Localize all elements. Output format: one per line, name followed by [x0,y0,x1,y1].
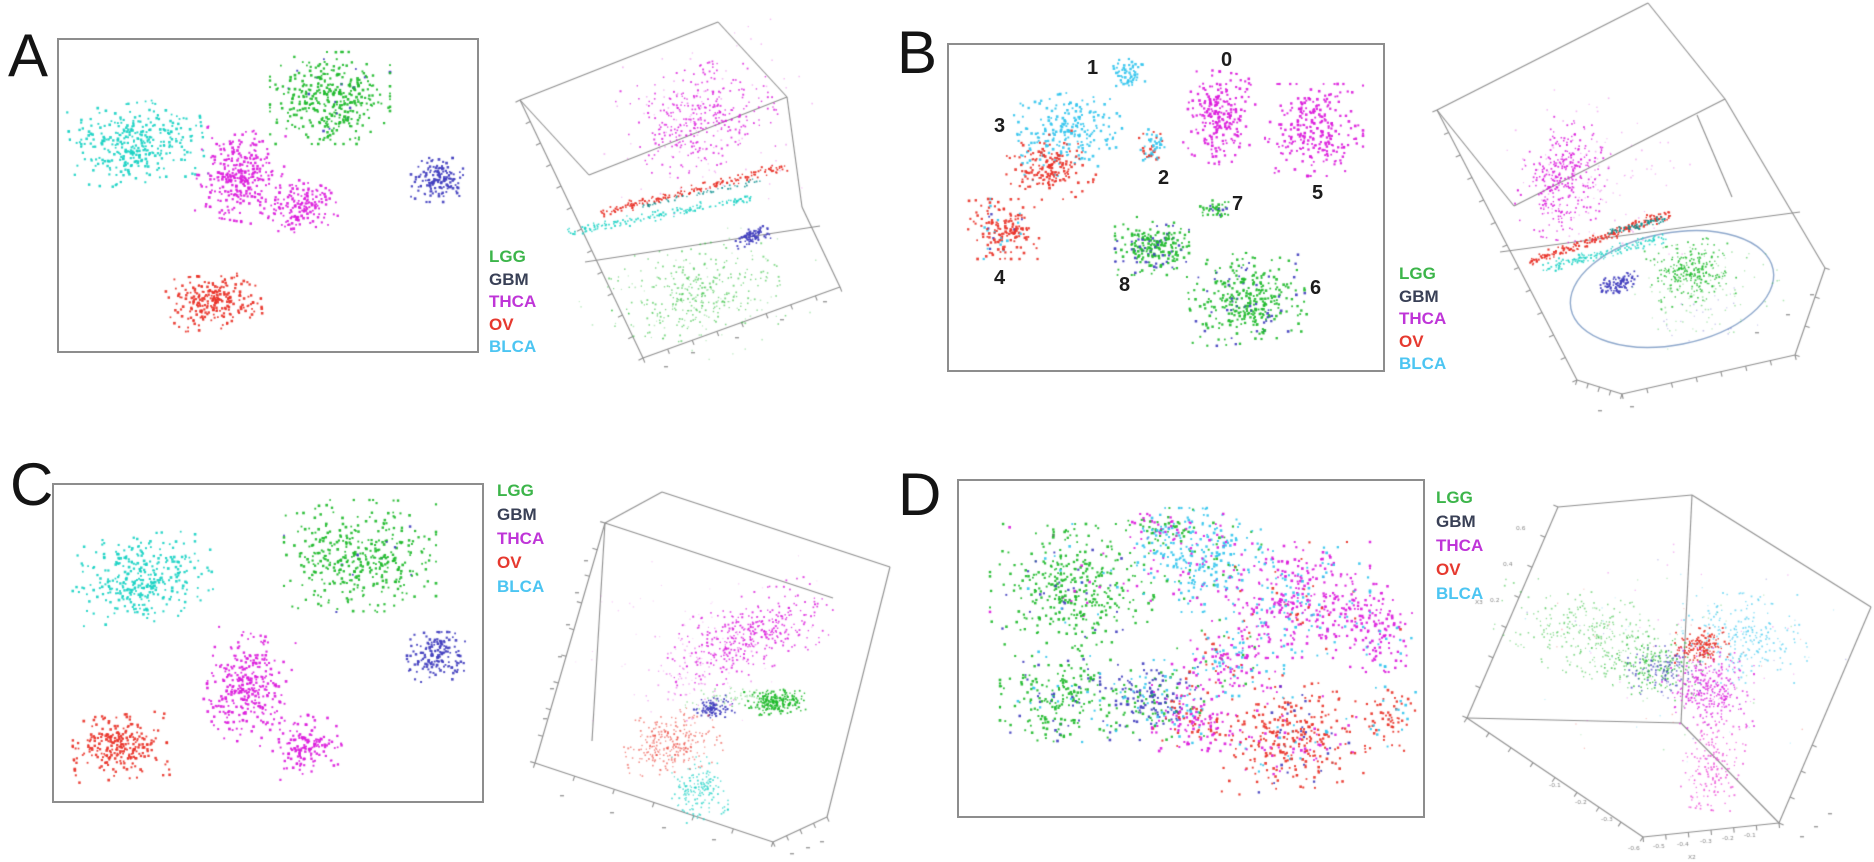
projection-3d-plot-a [495,8,865,370]
scatter-points-layer [949,45,1383,370]
panel-label-a: A [8,22,49,89]
tsne-2d-plot-d [957,479,1425,818]
cluster-number-5: 5 [1312,182,1324,204]
cluster-number-8: 8 [1119,274,1131,296]
projection-3d-plot-b [1413,0,1874,420]
cluster-number-4: 4 [994,267,1006,289]
projection-3d-plot-c [500,478,895,862]
tsne-2d-plot-b [947,43,1385,372]
projection-3d-plot-d [1428,468,1874,862]
scatter-points-layer [54,485,482,801]
scatter-points-layer [59,40,477,351]
cluster-number-7: 7 [1232,193,1244,215]
tsne-2d-plot-a [57,38,479,353]
cluster-number-6: 6 [1310,277,1322,299]
cluster-number-3: 3 [994,115,1006,137]
scatter-points-layer [959,481,1423,816]
cluster-number-0: 0 [1221,49,1233,71]
cluster-number-2: 2 [1158,167,1170,189]
tsne-2d-plot-c [52,483,484,803]
cluster-number-1: 1 [1087,57,1099,79]
panel-label-c: C [10,451,54,518]
panel-label-d: D [898,461,942,528]
panel-label-b: B [897,19,938,86]
